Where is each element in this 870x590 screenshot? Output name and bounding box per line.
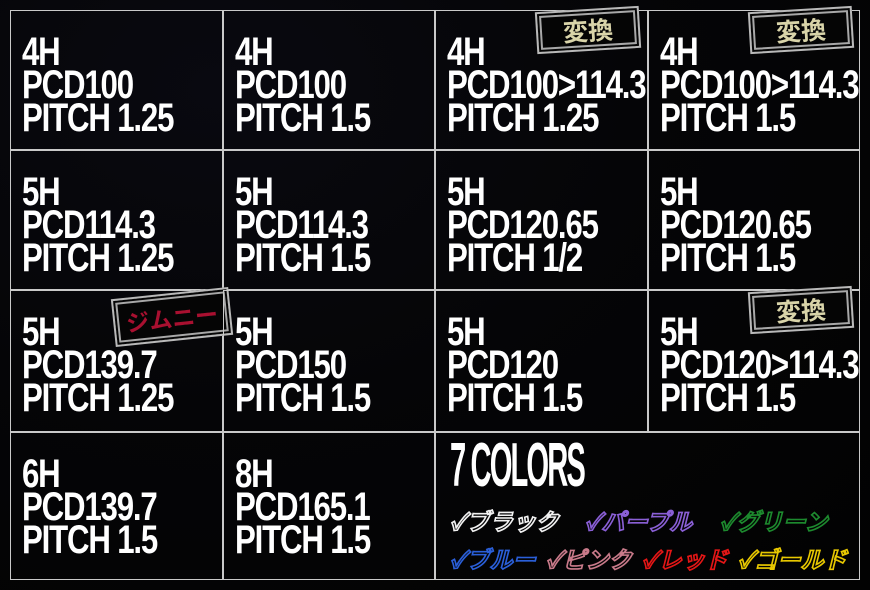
svg-text:✓ピンク: ✓ピンク [546,541,634,575]
svg-text:✓グリーン: ✓グリーン [720,503,829,537]
svg-text:✓ゴールド: ✓ゴールド [738,541,849,575]
svg-text:✓ブルー: ✓ブルー [450,541,537,575]
svg-text:✓ブラック: ✓ブラック [450,503,561,537]
svg-text:✓レッド: ✓レッド [642,541,730,575]
svg-text:✓パープル: ✓パープル [585,503,693,537]
